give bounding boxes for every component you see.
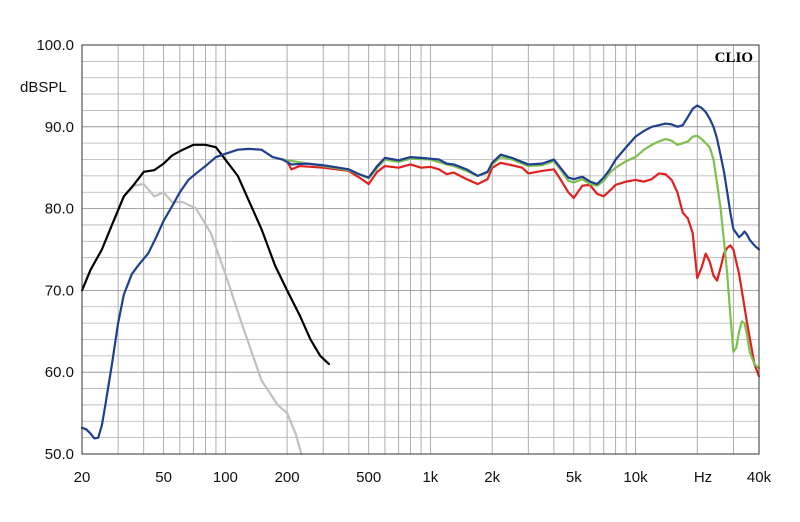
- series-line: [281, 134, 761, 370]
- y-axis-label: dBSPL: [20, 79, 67, 96]
- series-line: [80, 143, 331, 366]
- x-tick-label: 10k: [623, 469, 648, 486]
- x-tick-label: 20: [74, 469, 91, 486]
- x-tick-label: 1k: [422, 469, 438, 486]
- y-tick-label: 50.0: [45, 446, 74, 463]
- y-tick-label: 90.0: [45, 119, 74, 136]
- y-tick-label: 60.0: [45, 364, 74, 381]
- x-tick-label: 100: [213, 469, 238, 486]
- grid-lines: [82, 45, 759, 454]
- x-tick-label: 200: [275, 469, 300, 486]
- x-tick-label: 5k: [566, 469, 582, 486]
- x-tick-label: 50: [155, 469, 172, 486]
- brand-label: CLIO: [715, 50, 753, 66]
- x-tick-label: 2k: [484, 469, 500, 486]
- series-lines: [80, 104, 761, 456]
- y-tick-label: 70.0: [45, 282, 74, 299]
- y-tick-labels: 50.0 60.0 70.0 80.0 90.0 100.0: [36, 37, 74, 463]
- series-line: [80, 104, 761, 440]
- x-tick-labels: 20 50 100 200 500 1k 2k 5k 10k 40k: [74, 469, 772, 486]
- x-axis-unit-label: Hz: [694, 469, 712, 486]
- plot-frame: [81, 44, 760, 455]
- x-tick-label: 500: [356, 469, 381, 486]
- series-line: [281, 158, 761, 378]
- y-tick-label: 80.0: [45, 201, 74, 218]
- y-tick-label: 100.0: [36, 37, 74, 54]
- series-line: [110, 182, 303, 456]
- x-tick-label: 40k: [747, 469, 772, 486]
